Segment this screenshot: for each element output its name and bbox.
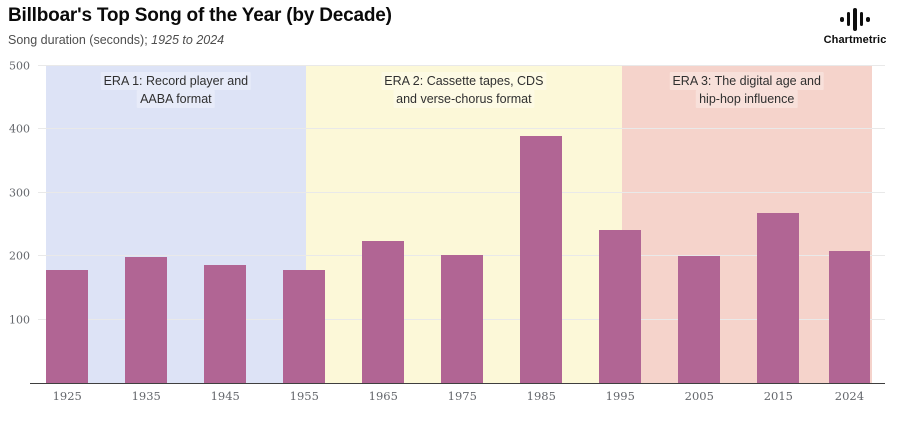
bar-1995: [599, 229, 642, 383]
y-tick-label-300: 300: [9, 186, 30, 200]
waveform-bar-1: [846, 12, 851, 26]
era-label-1-line-2: AABA format: [137, 90, 215, 108]
subtitle-text: Song duration (seconds);: [8, 33, 152, 47]
waveform-icon: [840, 6, 870, 32]
brand-name: Chartmetric: [823, 34, 887, 46]
chartmetric-logo: Chartmetric: [814, 6, 896, 46]
chart-subtitle: Song duration (seconds); 1925 to 2024: [8, 33, 224, 47]
x-tick-label-1945: 1945: [210, 389, 240, 403]
gridline-500: [38, 65, 885, 66]
y-tick-label-100: 100: [9, 313, 30, 327]
bar-1955: [283, 269, 326, 383]
era-band-1: [45, 66, 306, 383]
era-label-1: ERA 1: Record player and AABA format: [100, 72, 252, 108]
gridline-400: [38, 128, 885, 130]
x-tick-label-1935: 1935: [131, 389, 161, 403]
x-tick-label-2005: 2005: [684, 389, 714, 403]
subtitle-date-range: 1925 to 2024: [151, 33, 225, 47]
x-tick-label-1955: 1955: [289, 389, 319, 403]
bar-1945: [204, 265, 247, 383]
era-label-2-line-1: ERA 2: Cassette tapes, CDS: [381, 72, 547, 90]
waveform-bar-0: [840, 16, 844, 22]
y-tick-label-500: 500: [9, 59, 30, 73]
x-tick-label-1925: 1925: [52, 389, 82, 403]
bar-1965: [362, 240, 405, 383]
bar-1985: [520, 135, 563, 383]
era-label-1-line-1: ERA 1: Record player and: [100, 72, 252, 90]
era-label-3-line-2: hip-hop influence: [696, 90, 798, 108]
y-tick-label-400: 400: [9, 122, 30, 136]
x-tick-label-1965: 1965: [368, 389, 398, 403]
era-label-2-line-2: and verse-chorus format: [393, 90, 535, 108]
era-label-3: ERA 3: The digital age and hip-hop influe…: [669, 72, 824, 108]
bar-1925: [46, 269, 89, 383]
x-tick-label-1975: 1975: [447, 389, 477, 403]
gridline-300: [38, 191, 885, 193]
waveform-bar-3: [859, 12, 864, 26]
plot-area: ERA 1: Record player and AABA format ERA 2…: [9, 60, 885, 403]
waveform-bar-4: [866, 16, 870, 22]
x-tick-label-1985: 1985: [526, 389, 556, 403]
waveform-bar-2: [853, 7, 857, 31]
bar-1975: [441, 254, 484, 383]
bar-1935: [125, 257, 168, 383]
era-label-2: ERA 2: Cassette tapes, CDS and verse-chor…: [381, 72, 547, 108]
era-label-3-line-1: ERA 3: The digital age and: [669, 72, 824, 90]
x-tick-label-1995: 1995: [605, 389, 635, 403]
x-tick-label-2015: 2015: [763, 389, 793, 403]
bar-2024: [828, 251, 871, 383]
chart-title: Billboar's Top Song of the Year (by Deca…: [8, 5, 392, 26]
x-tick-label-2024: 2024: [834, 389, 865, 403]
bar-2015: [757, 213, 800, 383]
bar-2005: [678, 256, 721, 383]
y-tick-label-200: 200: [9, 249, 30, 263]
x-axis-line: [30, 382, 885, 384]
